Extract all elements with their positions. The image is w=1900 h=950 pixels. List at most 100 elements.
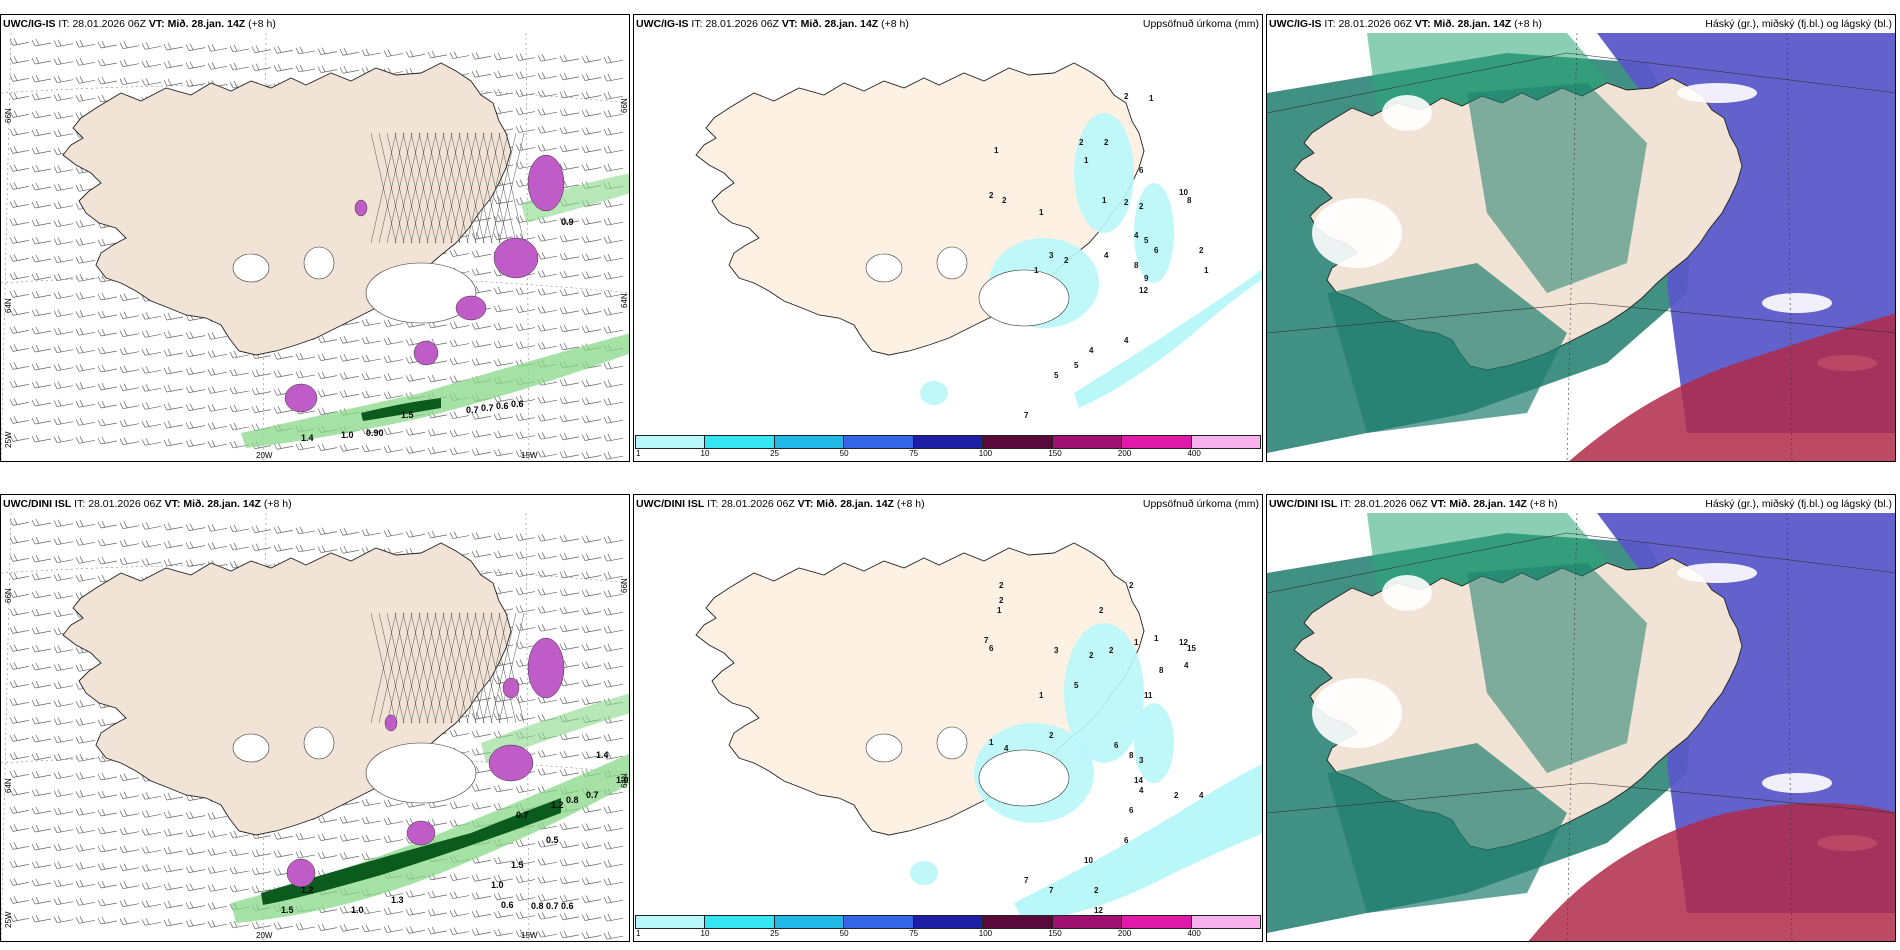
wind-barb xyxy=(427,428,448,437)
wind-barb xyxy=(75,808,96,816)
wind-barb xyxy=(119,557,140,566)
wind-barb xyxy=(75,382,96,390)
wind-barb xyxy=(559,414,580,423)
wind-barb xyxy=(9,398,30,406)
hatch-line xyxy=(466,612,493,724)
wind-barb xyxy=(339,924,360,932)
wind-barb xyxy=(97,880,118,889)
wind-barb xyxy=(229,866,250,875)
wind-barb xyxy=(537,606,558,614)
snow-spot xyxy=(488,744,534,782)
wind-barb xyxy=(603,842,624,850)
precip-value: 5 xyxy=(1074,681,1079,690)
panel-header: UWC/IG-IS IT: 28.01.2026 06Z VT: Mið. 28… xyxy=(1269,18,1542,30)
wind-barb xyxy=(493,430,514,439)
clear-patch xyxy=(1762,773,1832,793)
snow-spot xyxy=(527,154,565,212)
wind-barb xyxy=(207,542,228,550)
wind-barb xyxy=(97,310,118,319)
precip-value: 1 xyxy=(1154,634,1159,643)
wind-barb xyxy=(97,718,118,727)
colorbar-swatch xyxy=(844,916,914,928)
wind-barb xyxy=(141,78,162,86)
wind-barb xyxy=(9,290,30,298)
colorbar-labels: 1 10 25 50 75 100 150 200 400 xyxy=(635,449,1261,461)
wind-barb xyxy=(317,545,338,553)
wind-barb xyxy=(515,857,536,865)
wind-barb xyxy=(603,92,624,100)
wind-barb xyxy=(31,554,52,563)
wind-barb xyxy=(185,847,206,855)
wind-barb xyxy=(119,77,140,86)
colorbar-swatch xyxy=(1052,916,1123,928)
wind-barb xyxy=(75,220,96,228)
wind-barb xyxy=(295,370,316,379)
wind-barb xyxy=(31,644,52,653)
precip-area xyxy=(1074,113,1134,233)
wind-barb xyxy=(75,40,96,48)
latitude-line xyxy=(1267,532,1895,594)
value-label: 1.0 xyxy=(616,775,629,785)
hatch-line xyxy=(482,132,509,244)
precip-value: 4 xyxy=(1139,786,1144,795)
wind-barb xyxy=(471,730,492,738)
wind-barb xyxy=(603,272,624,280)
hatch-line xyxy=(450,132,477,244)
wind-barb xyxy=(75,310,96,318)
wind-barb xyxy=(9,914,30,922)
wind-barb xyxy=(603,254,624,262)
wind-barb xyxy=(603,110,624,118)
wind-barb xyxy=(207,884,228,892)
wind-barb xyxy=(515,569,536,577)
colorbar-label: 50 xyxy=(839,929,849,938)
wind-barb xyxy=(603,608,624,616)
wind-barb xyxy=(383,337,404,345)
wind-barb xyxy=(53,879,74,888)
precip-area xyxy=(1134,183,1174,283)
wind-barb xyxy=(383,907,404,915)
wind-barb xyxy=(471,412,492,420)
wind-barb xyxy=(317,371,338,379)
wind-barb xyxy=(163,810,184,819)
wind-barb xyxy=(559,270,580,279)
wind-barb xyxy=(273,370,294,378)
wind-barb xyxy=(163,78,184,87)
wind-barb xyxy=(207,422,228,430)
snow-hatch xyxy=(370,612,525,724)
panel-header: UWC/DINI ISL IT: 28.01.2026 06Z VT: Mið.… xyxy=(3,498,292,510)
wind-barb xyxy=(9,344,30,352)
wind-barb xyxy=(229,422,250,431)
wind-barb xyxy=(581,307,602,315)
wind-barb xyxy=(229,404,250,413)
wind-barb xyxy=(405,50,426,58)
colorbar-label: 1 xyxy=(636,449,641,458)
wind-barb xyxy=(185,385,206,393)
wind-barb xyxy=(31,860,52,869)
wind-barb xyxy=(559,234,580,243)
precip-value: 1 xyxy=(1149,94,1154,103)
wind-barb xyxy=(537,306,558,314)
clear-patch xyxy=(1382,575,1432,611)
wind-barb xyxy=(97,862,118,871)
wind-barb xyxy=(185,829,206,837)
wind-barb xyxy=(9,146,30,154)
wind-barb xyxy=(141,918,162,926)
wind-barb xyxy=(559,588,580,597)
snow-spot xyxy=(354,199,368,217)
wind-barb xyxy=(537,624,558,632)
wind-barb xyxy=(295,64,316,73)
precip-value: 2 xyxy=(1049,731,1054,740)
wind-barb xyxy=(75,754,96,762)
wind-barb xyxy=(9,182,30,190)
wind-barb xyxy=(603,644,624,652)
wind-barb xyxy=(603,128,624,136)
lat-label: 66N xyxy=(4,108,13,123)
wind-barb xyxy=(537,930,558,938)
wind-barb xyxy=(581,253,602,261)
wind-barb xyxy=(515,713,536,721)
value-label: 1.2 xyxy=(301,885,314,895)
wind-barb xyxy=(9,806,30,814)
wind-barb xyxy=(31,272,52,281)
wind-barb xyxy=(229,542,250,551)
wind-barb xyxy=(603,554,624,562)
